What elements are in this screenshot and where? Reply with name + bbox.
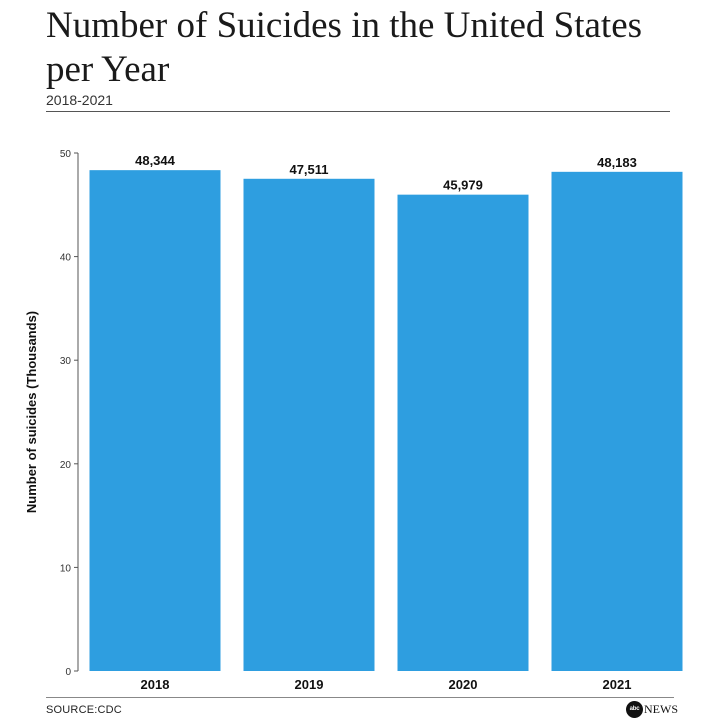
x-tick-label: 2020	[449, 677, 478, 692]
chart-subtitle: 2018-2021	[46, 92, 113, 108]
bar-2019	[243, 178, 375, 671]
bar-value-label: 47,511	[289, 162, 328, 177]
abc-news-logo: abc NEWS	[626, 700, 678, 718]
logo-wordmark: NEWS	[644, 701, 678, 716]
y-tick-label: 30	[60, 356, 72, 367]
x-tick-label: 2021	[603, 677, 632, 692]
bar-2020	[397, 194, 529, 671]
header-divider	[46, 111, 670, 112]
bar-value-label: 48,183	[597, 155, 637, 170]
chart-title: Number of Suicides in the United States …	[46, 5, 643, 90]
y-tick-label: 40	[60, 253, 72, 264]
x-tick-label: 2019	[295, 677, 324, 692]
y-tick-label: 10	[60, 563, 72, 574]
y-tick-label: 0	[65, 667, 71, 678]
source-note: SOURCE:CDC	[46, 704, 122, 716]
bar-value-label: 45,979	[443, 178, 483, 193]
abc-logo-icon: abc	[626, 700, 643, 718]
footer-divider	[46, 697, 674, 698]
y-axis-title: Number of suicides (Thousands)	[24, 311, 39, 513]
y-tick-label: 20	[60, 460, 72, 471]
y-tick-label: 50	[60, 149, 72, 160]
x-tick-label: 2018	[141, 677, 170, 692]
bar-2021	[551, 171, 683, 671]
bar-value-label: 48,344	[135, 153, 176, 168]
bar-2018	[89, 170, 221, 671]
